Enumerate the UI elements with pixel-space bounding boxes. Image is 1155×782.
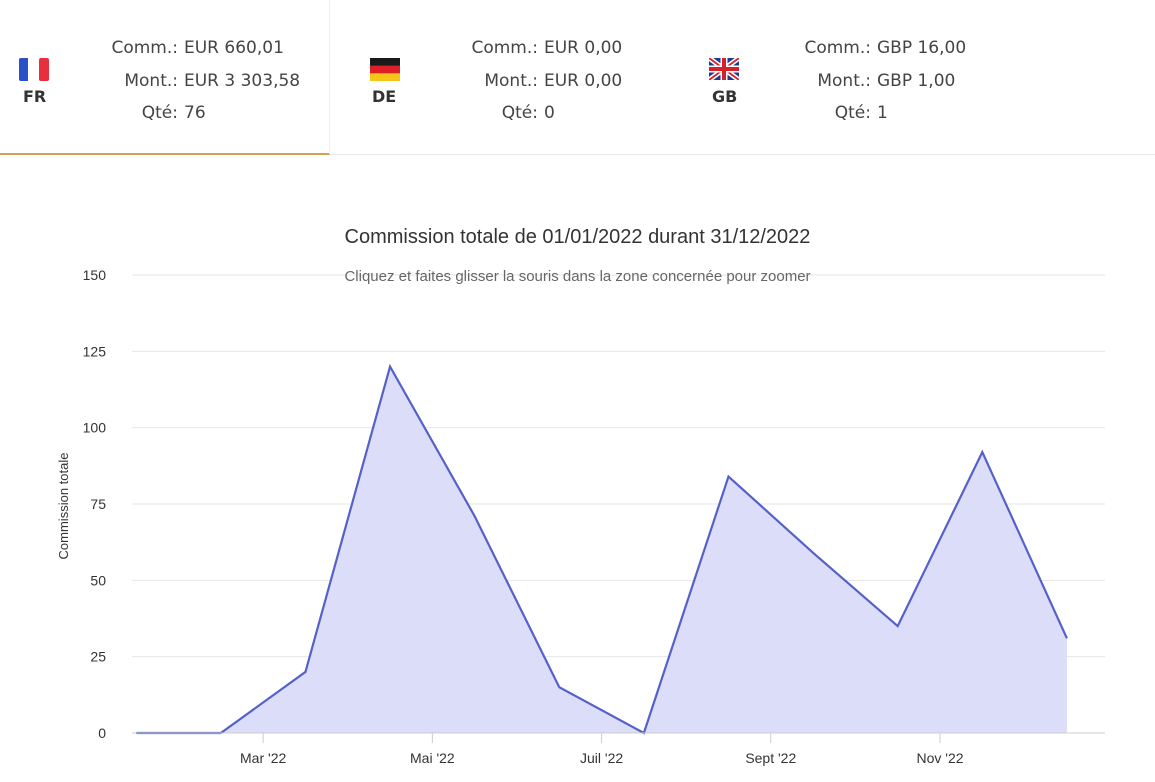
y-tick-label: 100 [83, 420, 107, 436]
commission-label: Comm.: [111, 38, 178, 58]
data-point [981, 451, 984, 454]
data-point [812, 551, 815, 554]
amount-value: EUR 0,00 [544, 71, 623, 91]
quantity-label: Qté: [501, 103, 538, 123]
quantity-stat: Qté: 1 [793, 103, 888, 123]
commission-stat: Comm.: EUR 0,00 [460, 38, 622, 58]
y-tick-label: 50 [90, 572, 106, 588]
data-point [1065, 637, 1068, 640]
country-tab-de[interactable]: DE Comm.: EUR 0,00 Mont.: EUR 0,00 Qté: 0 [331, 0, 661, 155]
country-tab-fr[interactable]: FR Comm.: EUR 660,01 Mont.: EUR 3 303,58 Q… [0, 0, 330, 155]
y-axis-title: Commission totale [56, 453, 71, 560]
quantity-stat: Qté: 0 [460, 103, 555, 123]
quantity-stat: Qté: 76 [100, 103, 206, 123]
country-code: GB [712, 87, 738, 106]
chart-subtitle: Cliquez et faites glisser la souris dans… [344, 268, 811, 285]
germany-flag-icon [370, 58, 400, 81]
y-tick-label: 75 [90, 496, 106, 512]
france-flag-icon [19, 58, 49, 81]
amount-value: GBP 1,00 [877, 71, 956, 91]
commission-value: EUR 660,01 [184, 38, 284, 58]
country-tab-gb[interactable]: GB Comm.: GBP 16,00 Mont.: GBP 1,00 Qté: 1 [662, 0, 992, 155]
amount-label: Mont.: [484, 71, 538, 91]
chart-title: Commission totale de 01/01/2022 durant 3… [344, 226, 811, 248]
country-tabs: FR Comm.: EUR 660,01 Mont.: EUR 3 303,58 Q… [0, 0, 1155, 155]
commission-label: Comm.: [471, 38, 538, 58]
data-point [304, 670, 307, 673]
x-tick-label: Mar '22 [240, 750, 286, 766]
data-point [558, 686, 561, 689]
data-point [473, 515, 476, 518]
country-code: FR [23, 87, 47, 106]
quantity-value: 0 [544, 103, 555, 123]
x-tick-label: Juil '22 [580, 750, 623, 766]
amount-value: EUR 3 303,58 [184, 71, 301, 91]
y-tick-label: 0 [98, 725, 106, 741]
y-tick-label: 125 [83, 343, 107, 359]
commission-value: EUR 0,00 [544, 38, 623, 58]
quantity-label: Qté: [141, 103, 178, 123]
amount-stat: Mont.: GBP 1,00 [793, 71, 955, 91]
data-point [896, 625, 899, 628]
quantity-value: 1 [877, 103, 888, 123]
x-tick-label: Sept '22 [745, 750, 796, 766]
commission-stat: Comm.: EUR 660,01 [100, 38, 284, 58]
amount-stat: Mont.: EUR 0,00 [460, 71, 622, 91]
commission-stat: Comm.: GBP 16,00 [793, 38, 966, 58]
amount-stat: Mont.: EUR 3 303,58 [100, 71, 300, 91]
data-point [727, 475, 730, 478]
y-tick-label: 25 [90, 649, 106, 665]
quantity-label: Qté: [834, 103, 871, 123]
x-tick-label: Nov '22 [916, 750, 963, 766]
commission-value: GBP 16,00 [877, 38, 967, 58]
country-code: DE [372, 87, 397, 106]
data-point [389, 365, 392, 368]
commission-label: Comm.: [804, 38, 871, 58]
series-area [136, 366, 1067, 733]
amount-label: Mont.: [817, 71, 871, 91]
uk-flag-icon [709, 58, 739, 80]
series-line [136, 363, 1068, 735]
amount-label: Mont.: [124, 71, 178, 91]
y-tick-label: 150 [83, 267, 107, 283]
quantity-value: 76 [184, 103, 206, 123]
x-tick-label: Mai '22 [410, 750, 455, 766]
